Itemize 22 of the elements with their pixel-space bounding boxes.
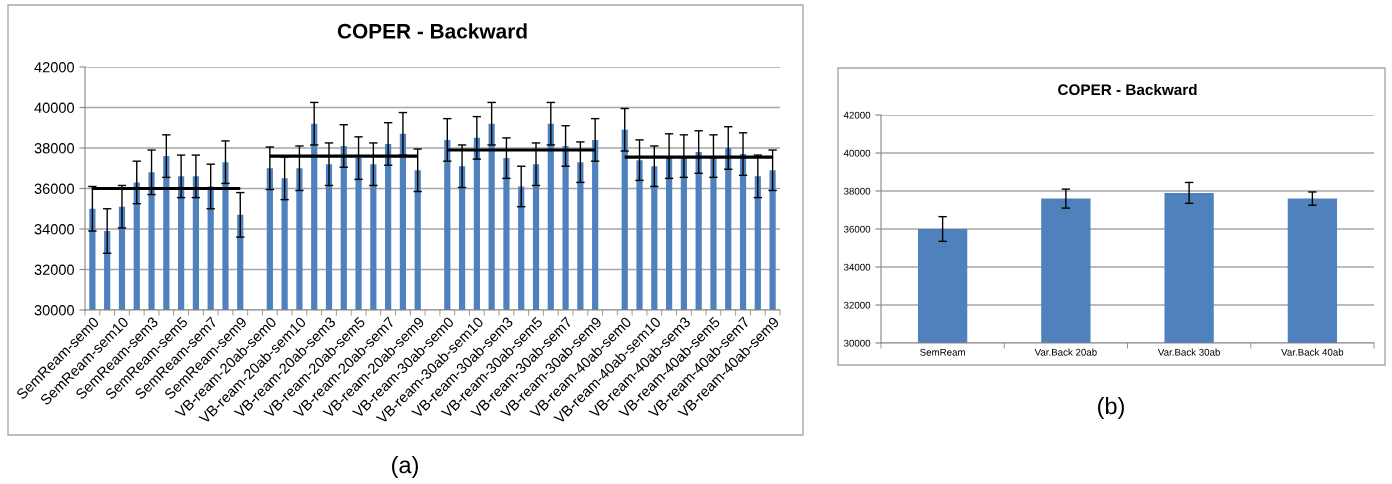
y-tick-label: 36000 — [34, 183, 75, 194]
y-tick-label: 32000 — [34, 264, 75, 275]
x-tick-label: SemReam — [920, 348, 965, 356]
y-tick-label: 40000 — [843, 149, 871, 157]
chart-title: COPER - Backward — [337, 23, 527, 39]
y-tick-label: 30000 — [34, 305, 75, 316]
y-tick-label: 34000 — [34, 224, 75, 235]
y-tick-label: 34000 — [843, 263, 871, 271]
y-tick-label: 42000 — [843, 111, 871, 119]
x-tick-label: Var.Back 40ab — [1281, 348, 1344, 356]
y-tick-label: 38000 — [843, 187, 871, 195]
text: (b) — [1098, 396, 1124, 419]
chart-title: COPER - Backward — [1058, 83, 1197, 96]
y-tick-label: 30000 — [843, 339, 871, 347]
y-tick-label: 36000 — [843, 225, 871, 233]
text: (a) — [392, 455, 418, 478]
y-tick-label: 32000 — [843, 301, 871, 309]
x-tick-label: Var.Back 30ab — [1157, 348, 1220, 356]
y-tick-label: 38000 — [34, 143, 75, 154]
y-tick-label: 42000 — [34, 62, 75, 73]
x-tick-label: Var.Back 20ab — [1034, 348, 1097, 356]
y-tick-label: 40000 — [34, 102, 75, 113]
